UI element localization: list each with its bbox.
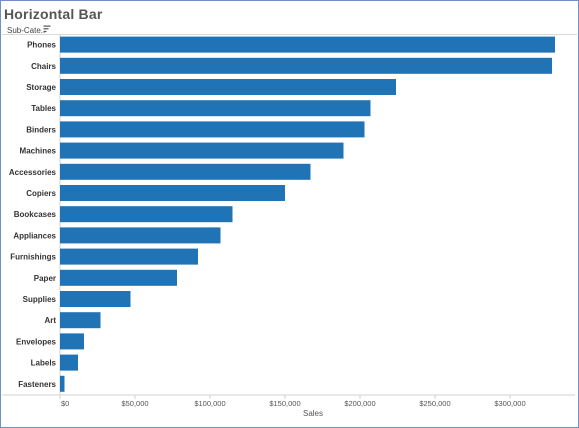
bar[interactable] <box>60 375 65 392</box>
category-label: Chairs <box>31 62 56 71</box>
bar[interactable] <box>60 163 311 180</box>
category-label: Machines <box>20 147 57 156</box>
category-label: Supplies <box>23 295 57 304</box>
x-tick-label: $150,000 <box>269 399 300 408</box>
header-divider <box>2 34 577 35</box>
bar[interactable] <box>60 354 78 371</box>
category-label: Art <box>44 316 56 325</box>
x-tick-label: $200,000 <box>344 399 375 408</box>
x-tick-label: $250,000 <box>419 399 450 408</box>
category-label: Furnishings <box>10 253 56 262</box>
x-tick-label: $300,000 <box>494 399 525 408</box>
bar[interactable] <box>60 291 131 307</box>
category-label: Binders <box>26 125 56 134</box>
x-tick-label: $0 <box>61 399 69 408</box>
bar[interactable] <box>60 79 396 95</box>
x-tick-label: $50,000 <box>121 399 148 408</box>
category-label: Envelopes <box>16 337 57 346</box>
chart-title: Horizontal Bar <box>4 6 103 22</box>
bar[interactable] <box>60 142 344 159</box>
bar[interactable] <box>60 206 233 223</box>
bar[interactable] <box>60 248 198 265</box>
category-label: Paper <box>34 274 56 283</box>
x-tick-label: $100,000 <box>194 399 225 408</box>
bar[interactable] <box>60 269 177 286</box>
bar[interactable] <box>60 227 221 244</box>
category-label: Appliances <box>13 231 56 240</box>
category-label: Copiers <box>26 189 56 198</box>
bar[interactable] <box>60 36 555 53</box>
bar[interactable] <box>60 312 101 329</box>
bar[interactable] <box>60 57 552 74</box>
category-label: Labels <box>31 359 57 368</box>
x-axis-title: Sales <box>303 409 323 418</box>
category-label: Bookcases <box>14 210 57 219</box>
category-label: Storage <box>26 83 56 92</box>
category-label: Fasteners <box>18 380 56 389</box>
bar[interactable] <box>60 333 84 350</box>
sort-descending-icon[interactable] <box>43 25 51 33</box>
category-label: Phones <box>27 41 56 50</box>
bar[interactable] <box>60 121 365 138</box>
bar[interactable] <box>60 185 285 201</box>
category-label: Tables <box>31 104 56 113</box>
bar[interactable] <box>60 100 371 117</box>
category-label: Accessories <box>9 168 57 177</box>
row-header-sub-category[interactable]: Sub-Cate.. <box>7 26 46 35</box>
